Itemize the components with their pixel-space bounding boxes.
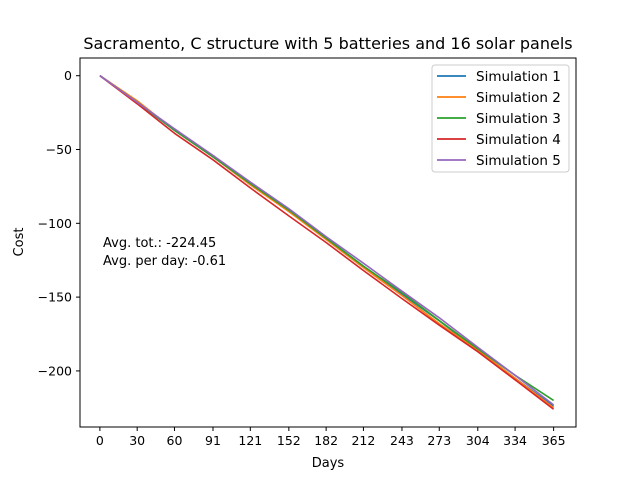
series-line-5	[99, 75, 555, 406]
x-tick-label: 334	[503, 433, 527, 448]
legend-label-3: Simulation 3	[476, 111, 561, 127]
x-tick-label: 365	[542, 433, 566, 448]
plot-lines	[99, 75, 555, 410]
annotation-avg-total: Avg. tot.: -224.45	[103, 236, 216, 251]
y-tick-label: −150	[38, 290, 72, 305]
y-tick-label: 0	[64, 68, 72, 83]
y-axis-label: Cost	[12, 228, 27, 257]
x-axis-label: Days	[312, 456, 345, 471]
y-tick-label: −50	[46, 142, 72, 157]
x-tick-label: 212	[351, 433, 375, 448]
x-tick-label: 121	[238, 433, 262, 448]
legend-label-1: Simulation 1	[476, 69, 561, 85]
chart-title: Sacramento, C structure with 5 batteries…	[83, 34, 572, 53]
x-tick-label: 0	[96, 433, 104, 448]
x-tick-label: 30	[129, 433, 145, 448]
annotation: Avg. tot.: -224.45 Avg. per day: -0.61	[103, 236, 226, 269]
annotation-avg-per-day: Avg. per day: -0.61	[103, 254, 226, 269]
x-tick-label: 243	[390, 433, 414, 448]
y-axis: 0 −50 −100 −150 −200	[38, 68, 80, 378]
x-tick-label: 152	[277, 433, 301, 448]
plot-frame	[79, 57, 577, 428]
x-tick-label: 91	[205, 433, 221, 448]
x-tick-label: 60	[167, 433, 183, 448]
x-axis: 0 30 60 91 121 152 182 212 243 273 304 334 365	[96, 427, 566, 448]
x-tick-label: 182	[314, 433, 338, 448]
legend-label-2: Simulation 2	[476, 90, 561, 106]
legend-label-4: Simulation 4	[476, 132, 561, 148]
series-line-4	[99, 75, 555, 410]
y-tick-label: −100	[38, 216, 72, 231]
x-tick-label: 273	[427, 433, 451, 448]
x-tick-label: 304	[466, 433, 490, 448]
series-line-3	[99, 75, 555, 402]
legend-box	[431, 64, 570, 173]
y-tick-label: −200	[38, 363, 72, 378]
legend: Simulation 1 Simulation 2 Simulation 3 Simu…	[431, 64, 570, 173]
legend-label-5: Simulation 5	[476, 153, 561, 169]
